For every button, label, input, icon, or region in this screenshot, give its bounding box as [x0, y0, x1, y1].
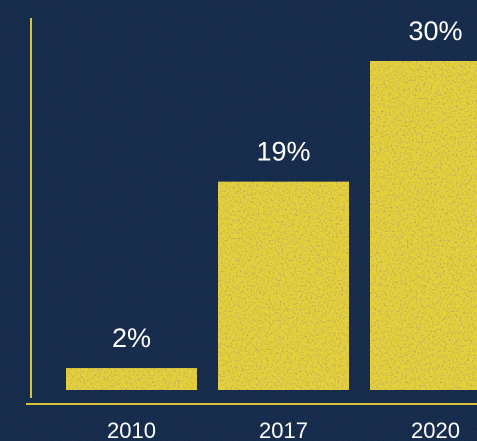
bars-group: [66, 61, 477, 390]
x-tick-labels-group: 2010 2017 2020: [107, 418, 460, 441]
x-tick-label-2017: 2017: [259, 418, 308, 441]
value-labels-group: 2% 19% 30%: [112, 16, 463, 353]
x-tick-label-2010: 2010: [107, 418, 156, 441]
x-tick-label-2020: 2020: [411, 418, 460, 441]
data-label-2017: 19%: [256, 137, 310, 167]
bar-2010: [66, 368, 197, 390]
bar-2020: [370, 61, 477, 390]
data-label-2020: 30%: [408, 16, 462, 46]
data-label-2010: 2%: [112, 323, 151, 353]
bar-2017: [218, 181, 349, 390]
